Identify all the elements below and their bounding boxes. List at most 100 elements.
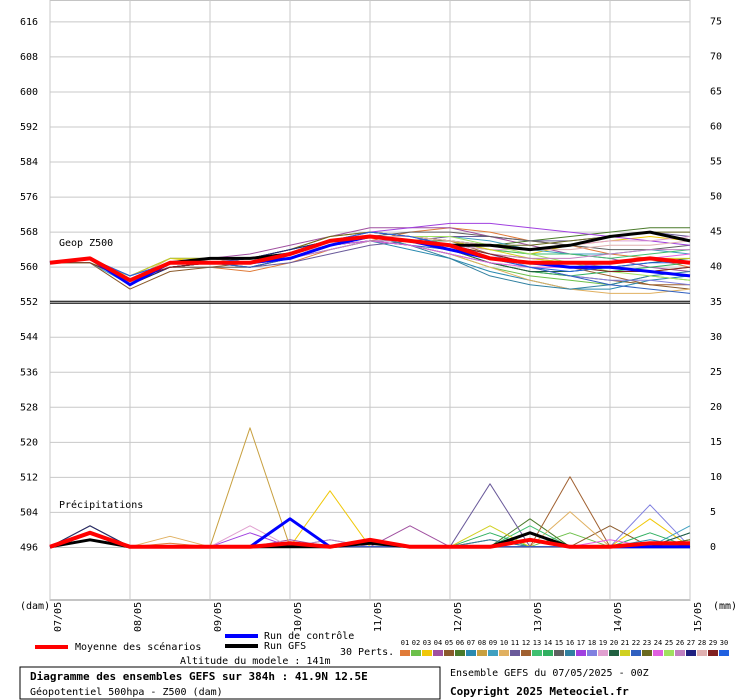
legend-swatch: [708, 650, 718, 656]
x-tick-label: 08/05: [133, 602, 144, 632]
legend-swatch: [433, 650, 443, 656]
legend-label: 01: [401, 639, 409, 647]
copyright: Copyright 2025 Meteociel.fr: [450, 685, 629, 698]
legend-swatch: [565, 650, 575, 656]
legend-label: 10: [500, 639, 508, 647]
y-tick-label: 600: [20, 87, 38, 98]
legend-swatch: [576, 650, 586, 656]
y-tick-label: 584: [20, 157, 38, 168]
y2-tick-label: 75: [710, 17, 722, 28]
main-line: [49, 234, 691, 283]
x-tick-label: 15/05: [693, 602, 704, 632]
x-tick-label: 13/05: [533, 602, 544, 632]
legend-swatch: [521, 650, 531, 656]
y2-tick-label: 70: [710, 52, 722, 63]
y2-tick-label: 15: [710, 437, 722, 448]
x-tick-label: 09/05: [213, 602, 224, 632]
legend-label: 29: [709, 639, 717, 647]
legend-label: 23: [643, 639, 651, 647]
legend-swatch: [642, 650, 652, 656]
legend-swatch: [499, 650, 509, 656]
legend-label: 05: [445, 639, 453, 647]
y-tick-label: 616: [20, 17, 38, 28]
legend-swatch: [675, 650, 685, 656]
legend-swatch: [488, 650, 498, 656]
y2-tick-label: 65: [710, 87, 722, 98]
y2-tick-label: 0: [710, 542, 716, 553]
legend-label: 09: [489, 639, 497, 647]
legend-label: Moyenne des scénarios: [75, 641, 201, 653]
legend-label: Run GFS: [264, 641, 306, 652]
legend-label: 11: [511, 639, 519, 647]
legend-swatch: [686, 650, 696, 656]
legend-swatch: [664, 650, 674, 656]
x-tick-label: 11/05: [373, 602, 384, 632]
y-tick-label: 552: [20, 297, 38, 308]
legend-swatch: [543, 650, 553, 656]
legend-swatch: [466, 650, 476, 656]
legend-label: 14: [544, 639, 552, 647]
y2-tick-label: 20: [710, 402, 722, 413]
run-label: Ensemble GEFS du 07/05/2025 - 00Z: [450, 668, 649, 679]
x-tick-label: 12/05: [453, 602, 464, 632]
legend-label: 04: [434, 639, 442, 647]
legend-swatch: [653, 650, 663, 656]
title-box: [19, 666, 441, 700]
y2-tick-label: 55: [710, 157, 722, 168]
legend-label: 16: [566, 639, 574, 647]
legend-swatch: [400, 650, 410, 656]
annotation: Précipitations: [59, 499, 143, 511]
legend-label: 24: [654, 639, 662, 647]
legend-label: 15: [555, 639, 563, 647]
y2-tick-label: 60: [710, 122, 722, 133]
legend-label: 22: [632, 639, 640, 647]
x-tick-label: 14/05: [613, 602, 624, 632]
y2-tick-label: 5: [710, 507, 716, 518]
legend-swatch: [609, 650, 619, 656]
legend-swatch: [455, 650, 465, 656]
x-tick-label: 07/05: [53, 602, 64, 632]
legend-label: 07: [467, 639, 475, 647]
legend-label: 18: [588, 639, 596, 647]
y-tick-label: 560: [20, 262, 38, 273]
y-tick-label: 496: [20, 542, 38, 553]
y-tick-label: 592: [20, 122, 38, 133]
y-axis-label: (dam): [20, 601, 50, 612]
legend-label: 12: [522, 639, 530, 647]
y-tick-label: 608: [20, 52, 38, 63]
legend-swatch: [587, 650, 597, 656]
legend-swatch: [554, 650, 564, 656]
y-tick-label: 544: [20, 332, 38, 343]
legend-label: 28: [698, 639, 706, 647]
legend-swatch: [532, 650, 542, 656]
legend-label: 02: [412, 639, 420, 647]
legend-swatch: [411, 650, 421, 656]
y-tick-label: 512: [20, 472, 38, 483]
y2-tick-label: 45: [710, 227, 722, 238]
legend-label: 21: [621, 639, 629, 647]
chart-title: Diagramme des ensembles GEFS sur 384h : …: [30, 670, 368, 683]
legend-label: 08: [478, 639, 486, 647]
legend-swatch: [719, 650, 729, 656]
legend-swatch: [444, 650, 454, 656]
y2-tick-label: 30: [710, 332, 722, 343]
legend-label: 06: [456, 639, 464, 647]
legend-label: 30: [720, 639, 728, 647]
legend-swatch: [422, 650, 432, 656]
legend-swatch: [510, 650, 520, 656]
y2-tick-label: 50: [710, 192, 722, 203]
legend-label: 26: [676, 639, 684, 647]
y2-tick-label: 35: [710, 297, 722, 308]
annotation: Geop Z500: [59, 238, 113, 249]
legend-label: 20: [610, 639, 618, 647]
x-tick-label: 10/05: [293, 602, 304, 632]
chart-subtitle: Géopotentiel 500hpa - Z500 (dam): [30, 686, 223, 698]
legend-label: 03: [423, 639, 431, 647]
y2-tick-label: 40: [710, 262, 722, 273]
perts-label: 30 Perts.: [340, 647, 394, 658]
y-tick-label: 576: [20, 192, 38, 203]
legend-label: 25: [665, 639, 673, 647]
legend-swatch: [620, 650, 630, 656]
legend-swatch: [477, 650, 487, 656]
